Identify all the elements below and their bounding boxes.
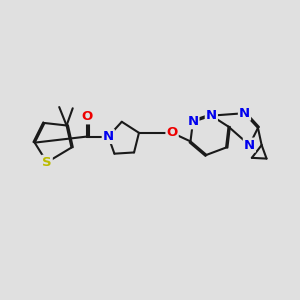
Text: N: N bbox=[239, 107, 250, 120]
Text: O: O bbox=[82, 110, 93, 123]
Text: S: S bbox=[42, 156, 52, 169]
Text: N: N bbox=[188, 115, 199, 128]
Text: O: O bbox=[167, 126, 178, 139]
Text: N: N bbox=[103, 130, 114, 143]
Text: N: N bbox=[206, 109, 217, 122]
Text: N: N bbox=[244, 139, 255, 152]
